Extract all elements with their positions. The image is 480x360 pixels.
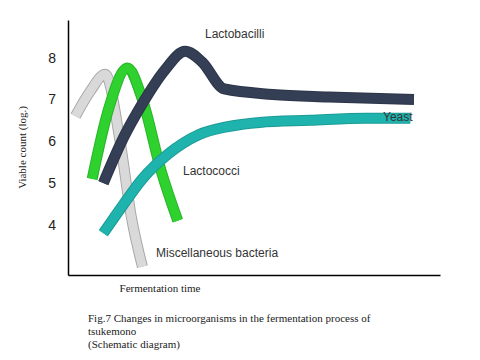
y-tick: 5 (48, 175, 68, 191)
series-label: Lactobacilli (205, 27, 264, 41)
chart-svg: 4 5 6 7 8 Viable count (log.) Fermentation tim… (0, 0, 480, 360)
x-axis-line (69, 275, 441, 277)
y-axis: 4 5 6 7 8 (48, 21, 68, 276)
plot-area (75, 51, 414, 266)
y-tick-label: 5 (48, 175, 56, 191)
series-outline (103, 118, 410, 233)
y-tick: 7 (48, 91, 68, 107)
x-axis (69, 275, 441, 276)
series-label: Yeast (383, 110, 413, 124)
x-axis-title: Fermentation time (120, 282, 201, 294)
y-tick-label: 7 (48, 91, 56, 107)
series-label: Lactococci (183, 164, 240, 178)
chart-container: 4 5 6 7 8 Viable count (log.) Fermentation tim… (0, 0, 480, 360)
series-label: Miscellaneous bacteria (156, 246, 278, 260)
y-tick: 8 (48, 50, 68, 66)
y-tick: 6 (48, 133, 68, 149)
y-tick-label: 8 (48, 50, 56, 66)
y-tick: 4 (48, 217, 68, 233)
y-axis-line (68, 21, 70, 276)
y-tick-label: 6 (48, 133, 56, 149)
caption: Fig.7 Changes in microorganisms in the f… (88, 312, 371, 351)
series-line (103, 118, 410, 233)
y-tick-label: 4 (48, 217, 56, 233)
y-axis-title: Viable count (log.) (16, 106, 29, 189)
